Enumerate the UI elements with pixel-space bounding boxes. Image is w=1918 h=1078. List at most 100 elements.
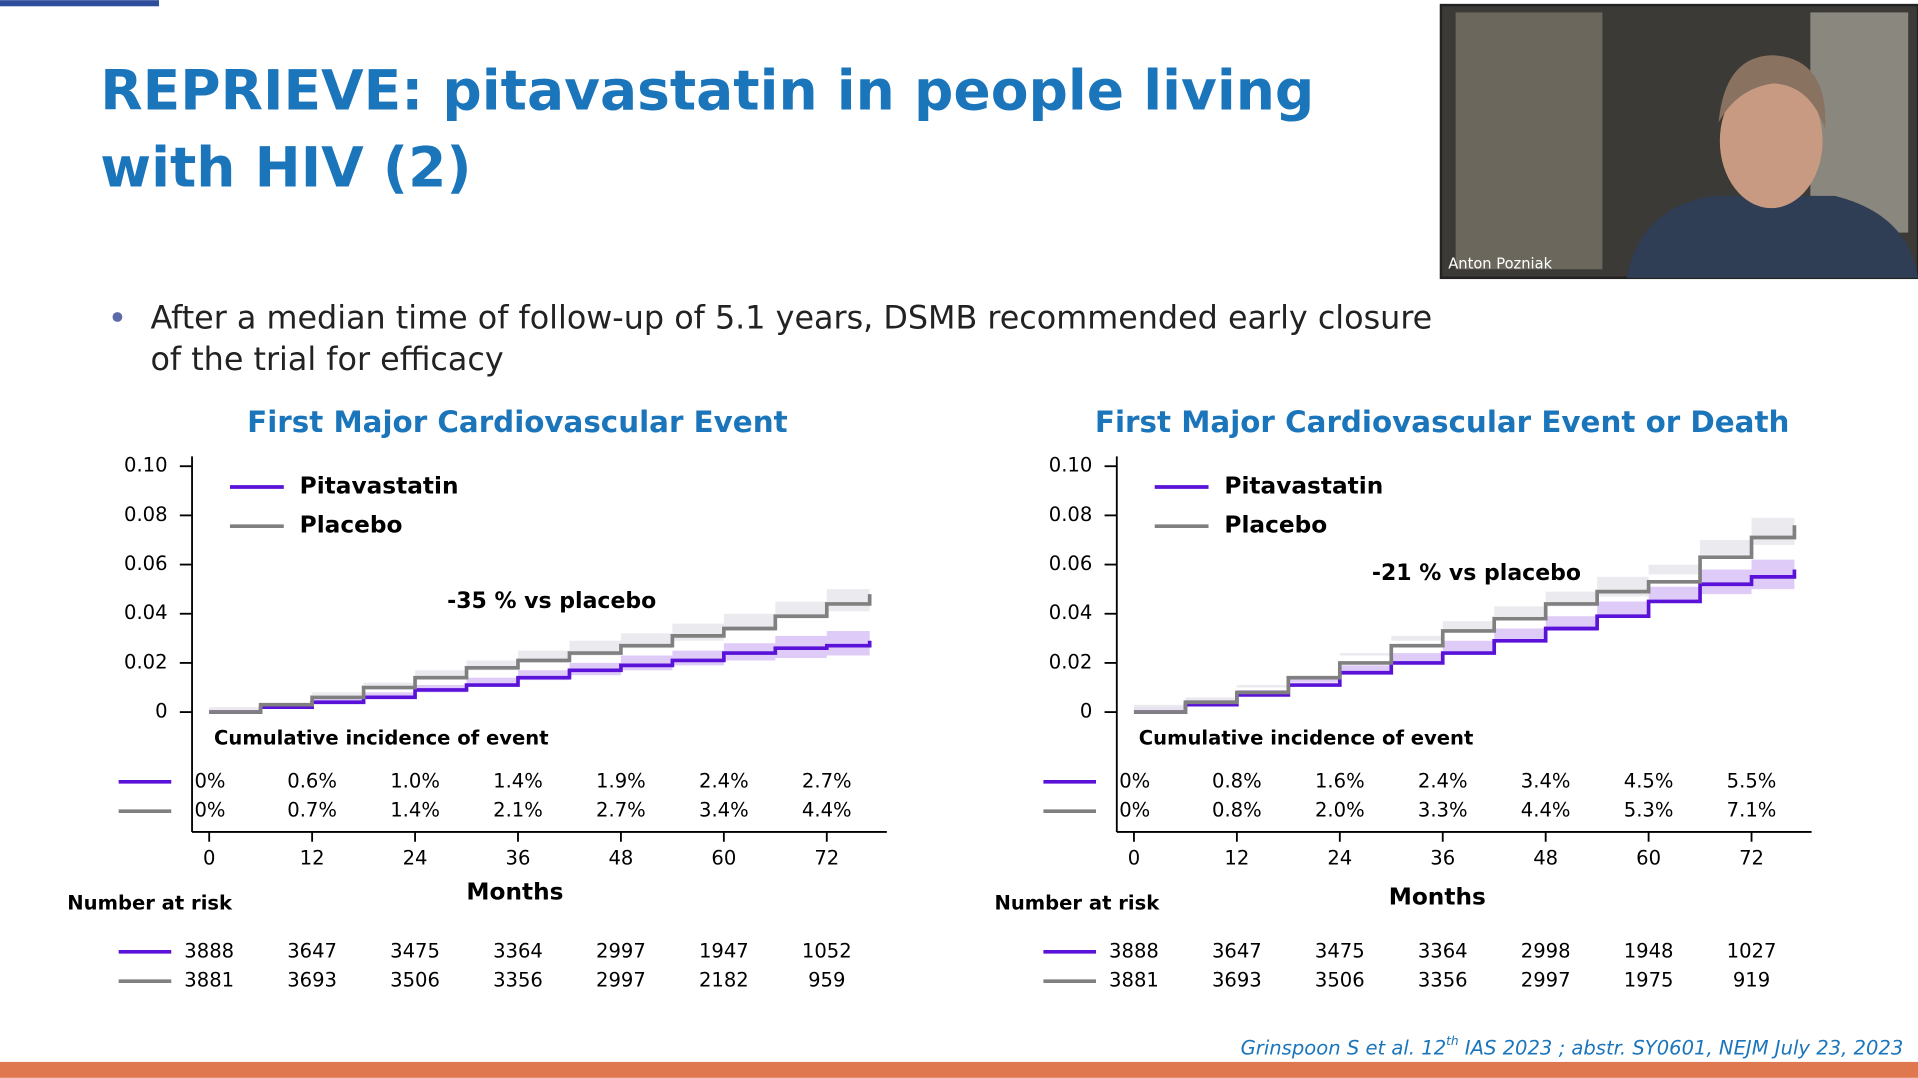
incidence-value: 4.4% [1521,799,1571,822]
at-risk-value: 1948 [1624,939,1674,962]
y-tick-label: 0.04 [124,601,168,624]
x-tick-label: 60 [1636,846,1661,869]
x-axis-label: Months [1389,884,1486,911]
incidence-value: 1.9% [596,769,646,792]
incidence-value: 2.4% [1418,769,1468,792]
at-risk-value: 3881 [184,969,234,992]
chart-title: First Major Cardiovascular Event or Deat… [1095,405,1789,439]
y-tick-label: 0.10 [124,454,168,477]
at-risk-value: 3356 [493,969,543,992]
chart-title: First Major Cardiovascular Event [247,405,787,439]
bullet-text: of the trial for efficacy [150,341,503,378]
incidence-title: Cumulative incidence of event [214,726,549,749]
x-tick-label: 48 [608,846,633,869]
person-hair [1718,55,1826,129]
y-tick-label: 0.08 [1049,503,1093,526]
at-risk-value: 3506 [1315,969,1365,992]
km-line [209,594,872,714]
at-risk-value: 3647 [1212,939,1262,962]
legend-label: Pitavastatin [300,473,459,500]
y-tick-label: 0.02 [124,650,168,673]
y-tick-label: 0 [1080,700,1092,723]
incidence-value: 0% [194,769,225,792]
at-risk-value: 919 [1733,969,1770,992]
at-risk-value: 1052 [802,939,852,962]
slide-title: REPRIEVE: pitavastatin in people living [100,58,1314,122]
x-tick-label: 72 [1739,846,1764,869]
legend-label: Pitavastatin [1224,473,1383,500]
incidence-value: 0.8% [1212,769,1262,792]
y-tick-label: 0 [155,700,167,723]
incidence-value: 1.4% [493,769,543,792]
at-risk-value: 3888 [1109,939,1159,962]
slide-title: with HIV (2) [100,136,471,200]
video-name: Anton Pozniak [1448,255,1552,272]
at-risk-value: 2998 [1521,939,1571,962]
x-tick-label: 36 [1430,846,1455,869]
at-risk-value: 3647 [287,939,337,962]
at-risk-value: 2997 [596,969,646,992]
km-line [1133,569,1797,714]
x-tick-label: 24 [403,846,428,869]
bullet-text: After a median time of follow-up of 5.1 … [150,299,1432,336]
incidence-value: 1.4% [390,799,440,822]
km-line [209,640,872,714]
incidence-value: 2.4% [699,769,749,792]
citation-part: Grinspoon S et al. 12 [1241,1036,1447,1059]
chart: First Major Cardiovascular Event or Deat… [994,405,1812,992]
at-risk-value: 1027 [1727,939,1777,962]
x-axis-label: Months [466,879,563,906]
footer-bar [0,1061,1918,1078]
incidence-value: 3.4% [1521,769,1571,792]
y-tick-label: 0.06 [1049,552,1093,575]
incidence-value: 0.7% [287,799,337,822]
bullet-dot [112,312,123,322]
incidence-value: 0% [1119,799,1150,822]
incidence-value: 2.7% [596,799,646,822]
annotation: -35 % vs placebo [447,589,656,614]
accent-bar [0,0,160,7]
x-tick-label: 24 [1327,846,1352,869]
y-tick-label: 0.10 [1049,454,1093,477]
at-risk-value: 3364 [493,939,543,962]
x-tick-label: 60 [711,846,736,869]
at-risk-value: 2997 [1521,969,1571,992]
person-body [1626,195,1918,278]
citation-part: IAS 2023 ; abstr. SY0601, NEJM July 23, … [1465,1036,1904,1059]
video-bg [1455,12,1603,270]
at-risk-value: 2997 [596,939,646,962]
legend-label: Placebo [300,512,403,539]
x-tick-label: 0 [1128,846,1140,869]
incidence-value: 1.6% [1315,769,1365,792]
y-tick-label: 0.08 [124,503,168,526]
at-risk-value: 3364 [1418,939,1468,962]
citation: Grinspoon S et al. 12th IAS 2023 ; abstr.… [1241,1034,1904,1059]
at-risk-value: 3475 [390,939,440,962]
y-tick-label: 0.02 [1049,650,1093,673]
x-tick-label: 36 [506,846,531,869]
incidence-value: 2.7% [802,769,852,792]
incidence-value: 3.4% [699,799,749,822]
incidence-value: 5.3% [1624,799,1674,822]
incidence-value: 3.3% [1418,799,1468,822]
incidence-value: 1.0% [390,769,440,792]
at-risk-value: 3693 [287,969,337,992]
at-risk-value: 3881 [1109,969,1159,992]
at-risk-value: 1975 [1624,969,1674,992]
at-risk-value: 3888 [184,939,234,962]
at-risk-title: Number at risk [67,892,233,915]
at-risk-title: Number at risk [994,892,1160,915]
citation-sup: th [1446,1034,1459,1048]
incidence-value: 0.8% [1212,799,1262,822]
x-tick-label: 48 [1533,846,1558,869]
at-risk-value: 3356 [1418,969,1468,992]
incidence-title: Cumulative incidence of event [1139,726,1474,749]
y-tick-label: 0.04 [1049,601,1093,624]
incidence-value: 7.1% [1727,799,1777,822]
x-tick-label: 72 [814,846,839,869]
incidence-value: 5.5% [1727,769,1777,792]
at-risk-value: 3506 [390,969,440,992]
x-tick-label: 0 [203,846,215,869]
video-tile[interactable]: Anton Pozniak [1439,3,1918,280]
